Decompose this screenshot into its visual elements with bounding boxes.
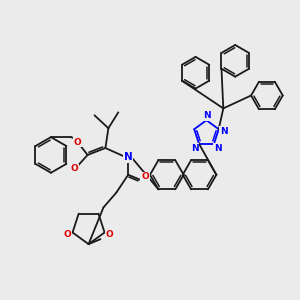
- Text: O: O: [74, 138, 82, 147]
- Text: N: N: [220, 127, 227, 136]
- Text: N: N: [124, 152, 133, 162]
- Text: O: O: [141, 172, 149, 181]
- Text: O: O: [64, 230, 71, 239]
- Text: N: N: [203, 111, 210, 120]
- Text: O: O: [71, 164, 79, 173]
- Text: O: O: [106, 230, 113, 239]
- Text: N: N: [214, 144, 222, 153]
- Text: N: N: [191, 144, 199, 153]
